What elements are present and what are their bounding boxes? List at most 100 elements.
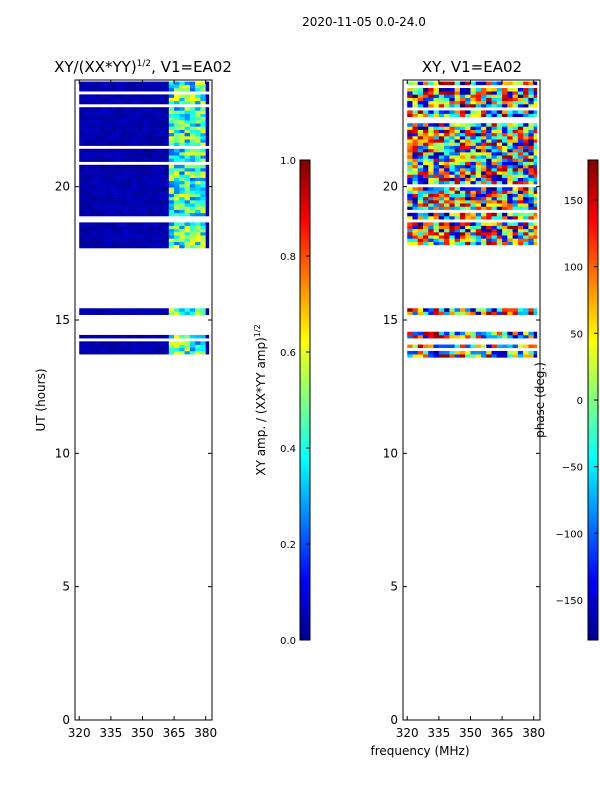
amp-heatmap-cell — [105, 209, 112, 214]
amp-heatmap-cell — [137, 139, 143, 143]
phase-heatmap-cell — [417, 196, 424, 201]
phase-heatmap-cell — [454, 225, 461, 230]
phase-heatmap-cell — [444, 354, 450, 358]
amp-heatmap-cell — [205, 129, 210, 134]
phase-heatmap-cell — [444, 129, 450, 134]
phase-heatmap-cell — [480, 88, 487, 92]
phase-heatmap-cell — [465, 196, 471, 201]
phase-heatmap-cell — [407, 94, 413, 98]
amp-heatmap-cell — [179, 164, 185, 169]
phase-heatmap-cell — [465, 132, 471, 137]
phase-heatmap-cell — [528, 129, 534, 134]
phase-heatmap-cell — [502, 222, 508, 226]
amp-heatmap-cell — [184, 228, 191, 233]
phase-heatmap-cell — [428, 187, 434, 191]
phase-heatmap-cell — [502, 152, 508, 156]
phase-heatmap-cell — [454, 235, 461, 239]
amp-heatmap-cell — [126, 155, 133, 159]
amp-heatmap-cell — [116, 212, 122, 217]
phase-heatmap-cell — [417, 180, 424, 185]
amp-heatmap-cell — [147, 209, 154, 214]
phase-heatmap-cell — [480, 190, 487, 194]
amp-heatmap-cell — [179, 341, 185, 345]
amp-heatmap-cell — [147, 158, 154, 162]
phase-heatmap-cell — [433, 241, 440, 246]
phase-heatmap-cell — [438, 196, 445, 201]
amp-heatmap-cell — [105, 334, 112, 339]
phase-heatmap-cell — [428, 126, 434, 130]
amp-heatmap-cell — [168, 222, 175, 226]
amp-heatmap-cell — [168, 238, 175, 242]
phase-heatmap-cell — [528, 136, 534, 140]
amp-heatmap-cell — [179, 139, 185, 143]
phase-heatmap-cell — [465, 91, 471, 95]
phase-heatmap-cell — [444, 94, 450, 98]
phase-heatmap-cell — [517, 206, 524, 210]
amp-heatmap-cell — [131, 206, 138, 210]
phase-heatmap-cell — [438, 180, 445, 185]
amp-heatmap-cell — [89, 136, 96, 140]
phase-heatmap-cell — [507, 203, 513, 207]
phase-heatmap-cell — [486, 216, 492, 220]
amp-heatmap-cell — [174, 344, 180, 349]
amp-heatmap-cell — [95, 132, 101, 137]
phase-heatmap-cell — [470, 100, 477, 105]
phase-heatmap-cell — [517, 308, 524, 312]
phase-heatmap-cell — [528, 126, 534, 130]
amp-heatmap-cell — [184, 203, 191, 207]
amp-heatmap-cell — [84, 344, 91, 349]
phase-heatmap-cell — [428, 171, 434, 175]
amp-heatmap-cell — [131, 171, 138, 175]
phase-heatmap-cell — [475, 174, 482, 178]
amp-heatmap-cell — [89, 120, 96, 124]
phase-heatmap-cell — [428, 129, 434, 134]
amp-heatmap-cell — [184, 164, 191, 169]
phase-heatmap-cell — [449, 350, 455, 355]
phase-heatmap-cell — [433, 142, 440, 146]
amp-heatmap-cell — [84, 136, 91, 140]
amp-heatmap-cell — [158, 225, 164, 230]
amp-heatmap-cell — [147, 196, 154, 201]
phase-colorbar-label: phase (deg.) — [533, 362, 547, 438]
phase-heatmap-cell — [491, 113, 498, 118]
amp-heatmap-cell — [121, 225, 127, 230]
amp-heatmap-cell — [142, 225, 149, 230]
phase-heatmap-cell — [449, 88, 455, 92]
amp-heatmap-cell — [174, 203, 180, 207]
phase-heatmap-cell — [523, 196, 529, 201]
phase-heatmap-cell — [433, 334, 440, 339]
amp-heatmap-cell — [79, 100, 85, 105]
phase-heatmap-cell — [423, 228, 429, 233]
amp-heatmap-cell — [147, 222, 154, 226]
amp-heatmap-cell — [137, 177, 143, 182]
amp-heatmap-cell — [105, 168, 112, 172]
amp-heatmap-cell — [195, 344, 201, 349]
amp-heatmap-cell — [142, 136, 149, 140]
phase-heatmap-cell — [496, 88, 503, 92]
amp-heatmap-cell — [79, 190, 85, 194]
phase-heatmap-cell — [428, 354, 434, 358]
phase-heatmap-cell — [454, 228, 461, 233]
amp-heatmap-cell — [137, 171, 143, 175]
phase-heatmap-cell — [512, 222, 519, 226]
amp-heatmap-cell — [195, 142, 201, 146]
phase-heatmap-cell — [512, 171, 519, 175]
amp-heatmap-cell — [100, 206, 106, 210]
amp-heatmap-cell — [147, 206, 154, 210]
amp-heatmap-cell — [121, 196, 127, 201]
phase-heatmap-cell — [533, 152, 538, 156]
amp-heatmap-cell — [105, 158, 112, 162]
phase-heatmap-cell — [433, 238, 440, 242]
phase-heatmap-cell — [444, 97, 450, 102]
amp-heatmap-cell — [110, 203, 117, 207]
amp-y-tick-label: 20 — [55, 180, 70, 194]
phase-heatmap-cell — [480, 180, 487, 185]
phase-heatmap-cell — [417, 164, 424, 169]
amp-heatmap-cell — [205, 158, 210, 162]
phase-heatmap-cell — [528, 241, 534, 246]
phase-heatmap-cell — [475, 222, 482, 226]
phase-heatmap-cell — [454, 206, 461, 210]
amp-heatmap-cell — [131, 97, 138, 102]
amp-heatmap-cell — [189, 203, 196, 207]
